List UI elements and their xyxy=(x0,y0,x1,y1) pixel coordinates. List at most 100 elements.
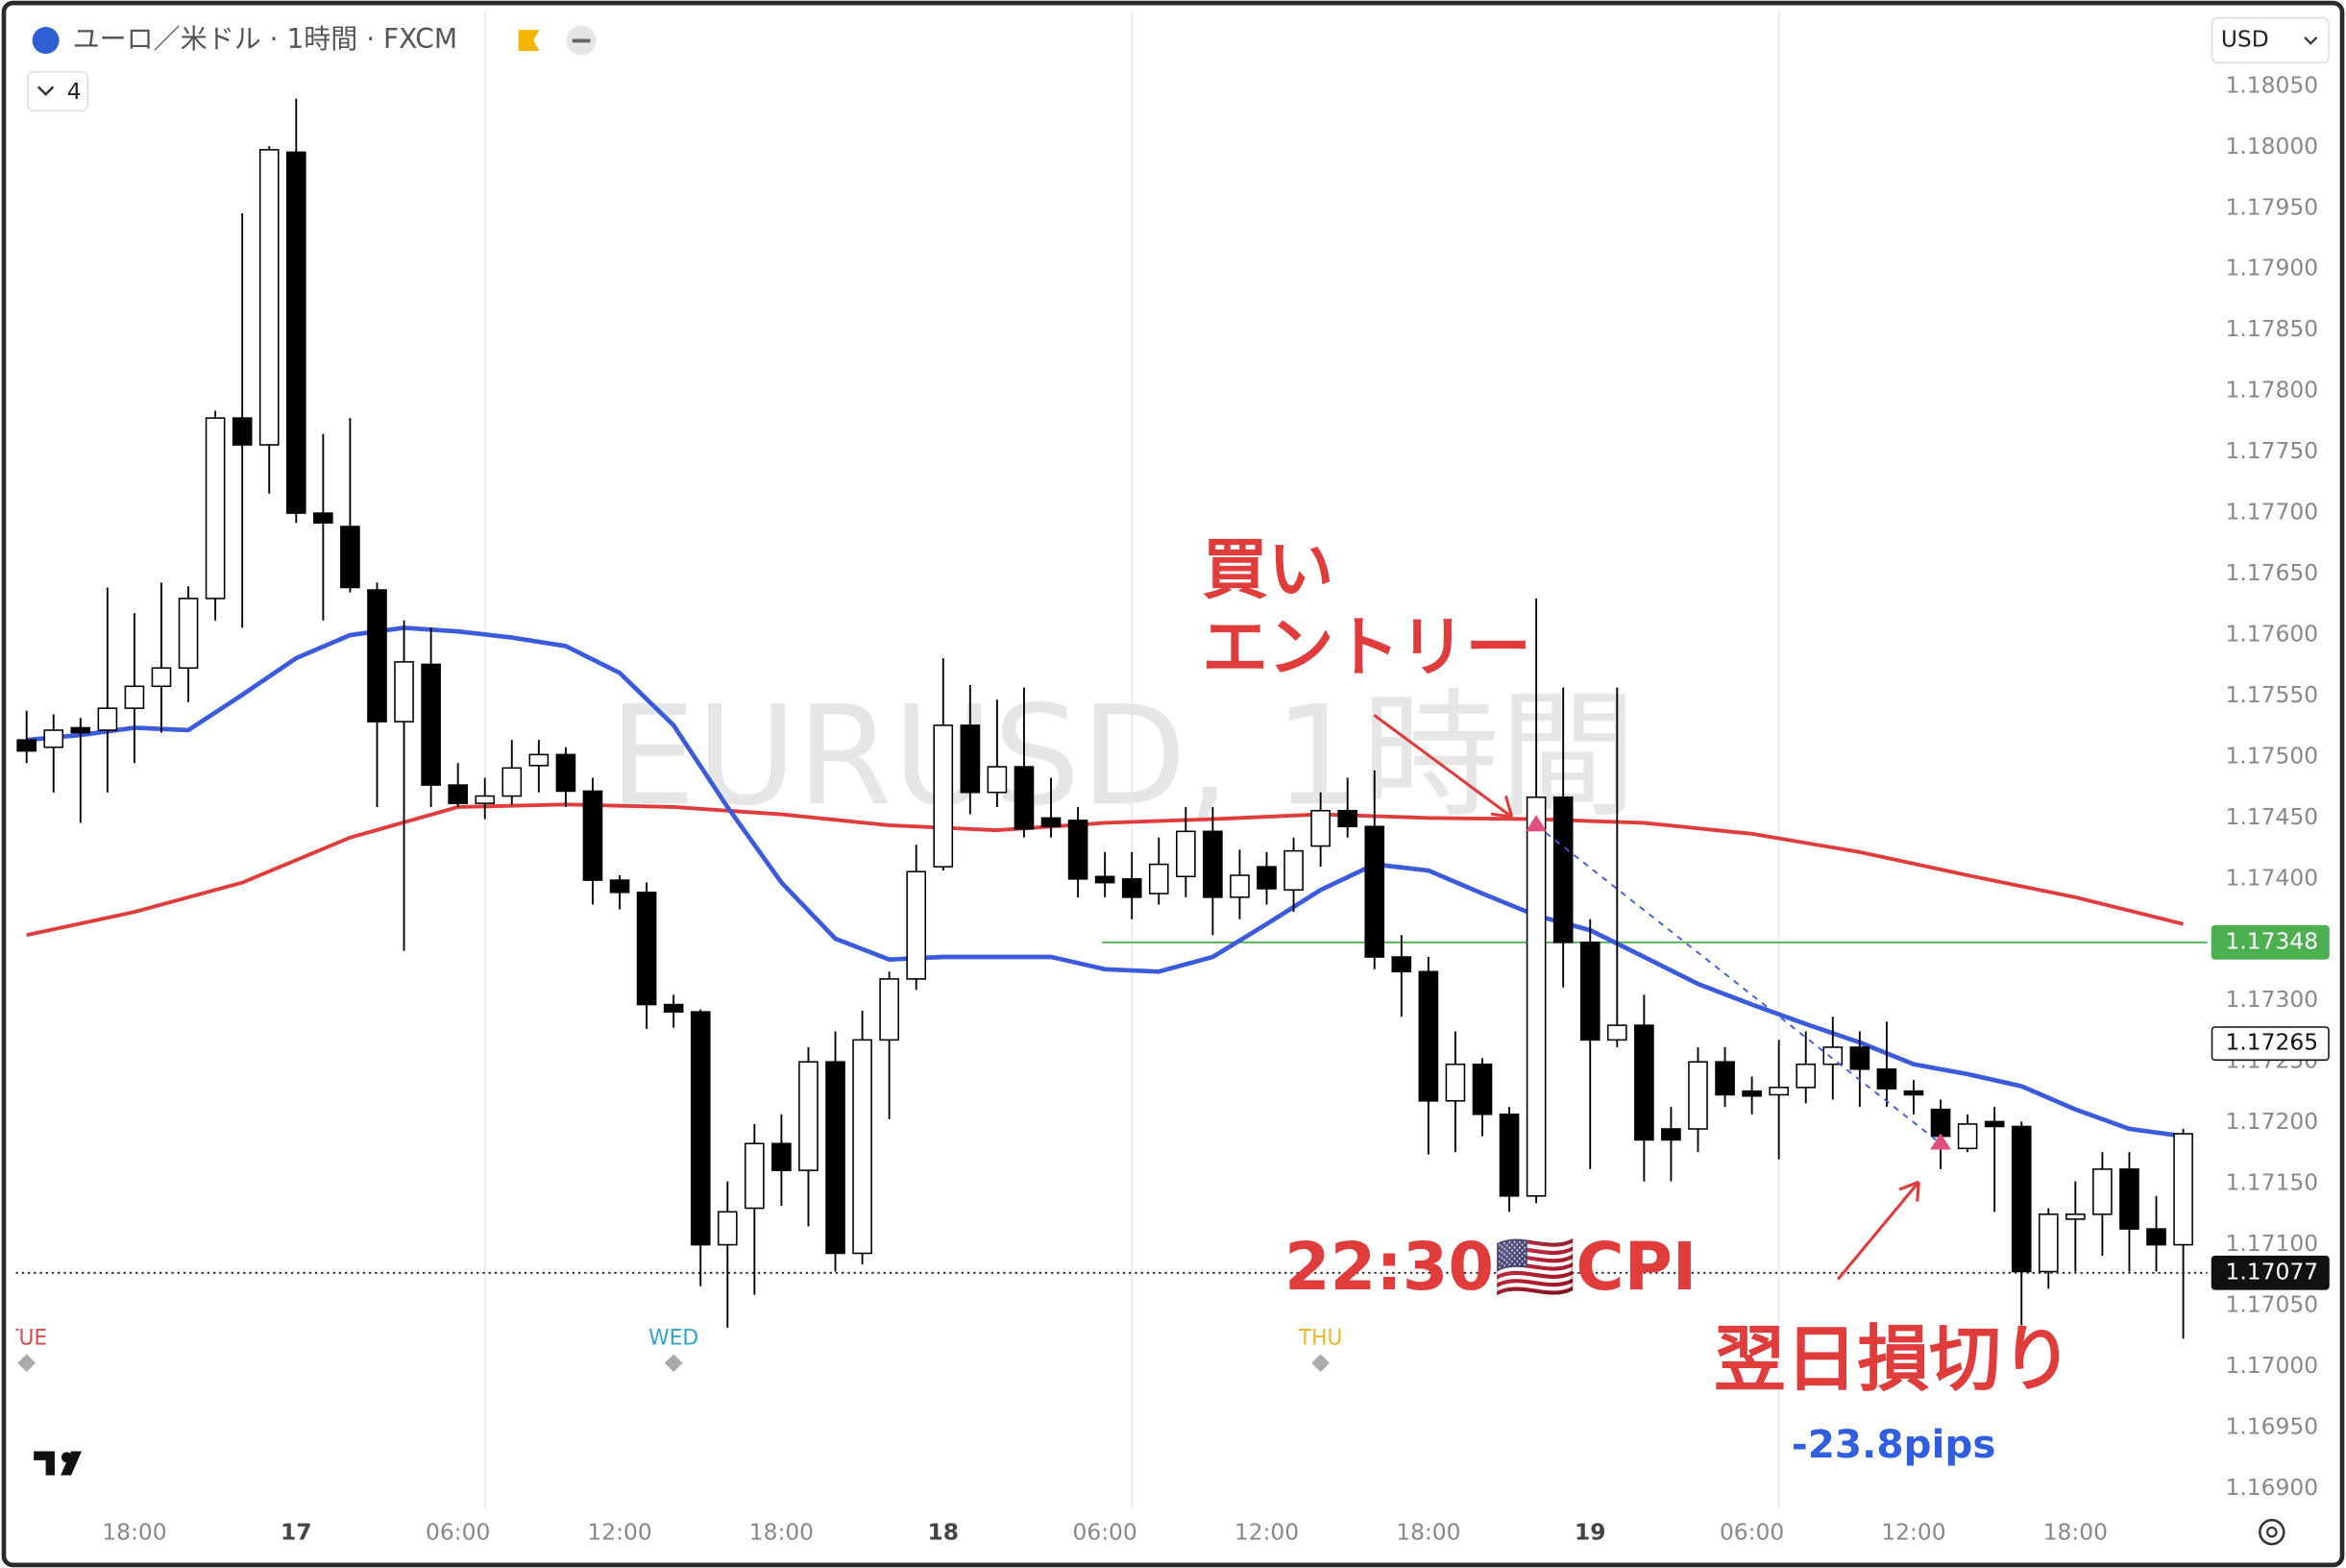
price-label: 1.17348 xyxy=(2226,927,2319,954)
stop-arrow xyxy=(1837,1180,1920,1281)
candle-body xyxy=(1903,1090,1924,1096)
candle-body xyxy=(1418,970,1439,1102)
candle-body xyxy=(1526,796,1547,1197)
chevron xyxy=(37,86,55,96)
candle-body xyxy=(1634,1024,1654,1141)
candle-body xyxy=(1849,1046,1870,1070)
candle-body xyxy=(960,724,981,794)
session-marker xyxy=(664,1354,683,1372)
candle-body xyxy=(1094,875,1115,884)
candle-body xyxy=(1067,820,1088,880)
y-tick-label: 1.17900 xyxy=(2226,255,2319,282)
candle-body xyxy=(987,766,1008,794)
y-tick-label: 1.17650 xyxy=(2226,559,2319,586)
settings-button[interactable] xyxy=(2259,1518,2285,1546)
candle-body xyxy=(1472,1063,1493,1115)
price-label: 1.17265 xyxy=(2226,1029,2319,1056)
moving-average xyxy=(26,802,2185,938)
trade-marker xyxy=(1526,815,1548,832)
indicator-count: 4 xyxy=(67,78,82,105)
candle-body xyxy=(394,661,414,723)
candle-body xyxy=(421,663,441,786)
candle-body xyxy=(43,729,64,748)
candle-body xyxy=(1552,796,1574,943)
candle-body xyxy=(448,784,468,804)
trade-line xyxy=(1535,824,1942,1144)
candle-body xyxy=(1769,1087,1789,1096)
candle-body xyxy=(2038,1213,2059,1273)
candle-body xyxy=(1337,809,1358,828)
candle-body xyxy=(609,879,630,894)
y-tick-label: 1.17850 xyxy=(2226,315,2319,342)
y-tick-label: 1.17600 xyxy=(2226,620,2319,647)
candle-body xyxy=(879,978,899,1041)
flag-icon xyxy=(518,30,540,51)
session-label: TUE xyxy=(5,1327,47,1351)
y-tick-label: 1.17450 xyxy=(2226,803,2319,830)
x-tick-label: 06:00 xyxy=(1072,1519,1136,1546)
candle-body xyxy=(1930,1108,1951,1138)
x-tick-label: 18:00 xyxy=(102,1519,166,1546)
indicator-toggle[interactable] xyxy=(27,70,88,112)
candle-body xyxy=(2119,1168,2139,1230)
candle-body xyxy=(663,1003,684,1013)
candle-body xyxy=(798,1061,819,1171)
candle-body xyxy=(1445,1063,1466,1102)
candle-body xyxy=(1121,878,1142,898)
y-tick-label: 1.17050 xyxy=(2226,1291,2319,1318)
candle-body xyxy=(1014,766,1035,830)
candle-body xyxy=(636,892,657,1006)
candle-body xyxy=(528,753,550,767)
candle-body xyxy=(70,726,91,734)
session-marker xyxy=(17,1354,37,1372)
candle-body xyxy=(1957,1123,1978,1150)
entry-arrow xyxy=(1373,714,1514,819)
x-tick-label: 18 xyxy=(928,1519,960,1546)
y-tick-label: 1.17750 xyxy=(2226,437,2319,464)
x-tick-label: 19 xyxy=(1575,1519,1606,1546)
candle-body xyxy=(2011,1125,2032,1273)
currency-select[interactable] xyxy=(2211,16,2330,64)
pips-label: -23.8pips xyxy=(1792,1421,1996,1467)
candle-body xyxy=(232,417,253,446)
cpi-label: 22:30🇺🇸CPI xyxy=(1284,1229,1697,1306)
candle-body xyxy=(1661,1128,1681,1141)
candle-body xyxy=(852,1039,872,1255)
y-tick-label: 1.17550 xyxy=(2226,681,2319,708)
x-tick-label: 12:00 xyxy=(587,1519,651,1546)
price-label: 1.17077 xyxy=(2226,1258,2319,1285)
y-tick-label: 1.18000 xyxy=(2226,133,2319,159)
candle-body xyxy=(97,707,118,731)
currency-label: USD xyxy=(2221,26,2269,53)
candle-body xyxy=(2092,1168,2113,1215)
entry-label: 買い xyxy=(1202,532,1333,609)
candle-body xyxy=(717,1211,738,1246)
candle-body xyxy=(367,589,387,723)
y-tick-label: 1.17200 xyxy=(2226,1108,2319,1135)
stop-label: 翌日損切り xyxy=(1714,1318,2073,1402)
chevron xyxy=(2304,37,2318,45)
candle-body xyxy=(178,598,199,670)
candle-body xyxy=(151,667,172,688)
candle-body xyxy=(340,526,360,589)
candle-body xyxy=(1257,866,1277,890)
candle-body xyxy=(582,790,603,881)
candle-body xyxy=(1579,942,1601,1041)
candle-body xyxy=(475,795,496,804)
y-tick-label: 1.18050 xyxy=(2226,71,2319,98)
trade-marker xyxy=(1930,1133,1951,1150)
x-tick-label: 17 xyxy=(281,1519,312,1546)
x-tick-label: 18:00 xyxy=(2043,1519,2108,1546)
y-tick-label: 1.17400 xyxy=(2226,864,2319,891)
candle-body xyxy=(16,739,37,752)
candle-body xyxy=(258,149,280,446)
x-tick-label: 06:00 xyxy=(1720,1519,1784,1546)
price-label-box xyxy=(2211,1255,2330,1290)
candle-body xyxy=(555,753,576,793)
candle-body xyxy=(1715,1061,1735,1096)
hide-icon xyxy=(572,38,591,43)
y-tick-label: 1.17700 xyxy=(2226,499,2319,526)
candle-body xyxy=(1283,849,1304,892)
candle-body xyxy=(1203,830,1223,898)
price-label-box xyxy=(2211,1026,2330,1062)
